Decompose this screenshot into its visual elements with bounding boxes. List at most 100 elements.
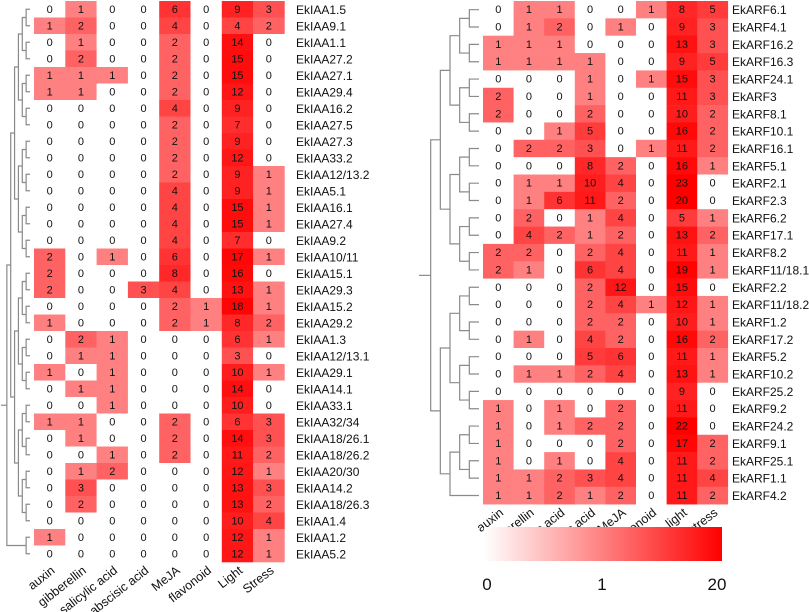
cell-value-label: 0	[266, 37, 272, 49]
cell-value-label: 16	[676, 126, 688, 138]
heatmap-cell	[513, 1, 545, 19]
heatmap-cell	[697, 243, 729, 262]
heatmap-cell	[34, 215, 66, 233]
cell-value-label: 1	[109, 334, 115, 346]
heatmap-cell	[253, 281, 285, 299]
cell-value-label: 1	[495, 403, 501, 415]
cell-value-label: 0	[495, 282, 501, 294]
heatmap-cell	[221, 232, 254, 249]
left-row-labels: EkIAA1.5 EkIAA9.1 EkIAA1.1 EkIAA27.2 EkIAA27…	[296, 3, 370, 562]
heatmap-cell	[65, 298, 97, 315]
heatmap-cell	[127, 380, 160, 398]
heatmap-cell	[513, 174, 545, 193]
heatmap-cell	[221, 479, 254, 497]
cell-value-label: 0	[140, 218, 146, 230]
heatmap-cell	[605, 243, 637, 262]
heatmap-cell	[513, 53, 545, 71]
heatmap-cell	[605, 1, 637, 19]
heatmap-cell	[96, 413, 129, 431]
cell-value-label: 0	[495, 386, 501, 398]
row-label: EkARF5.2	[732, 350, 787, 364]
heatmap-cell	[483, 486, 514, 505]
heatmap-cell	[34, 380, 66, 398]
cell-value-label: 9	[234, 103, 240, 115]
heatmap-cell	[544, 261, 576, 279]
cell-value-label: 0	[648, 421, 654, 433]
cell-value-label: 0	[203, 433, 209, 445]
cell-value-label: 2	[556, 22, 562, 34]
cell-value-label: 0	[140, 70, 146, 82]
row-label: EkIAA1.2	[296, 531, 346, 545]
cell-value-label: 0	[47, 136, 53, 148]
heatmap-cell	[190, 446, 223, 464]
heatmap-cell	[666, 382, 698, 401]
heatmap-cell	[483, 348, 514, 366]
heatmap-cell	[96, 446, 129, 464]
heatmap-cell	[574, 417, 606, 436]
heatmap-cell	[253, 496, 285, 513]
heatmap-cell	[65, 133, 97, 150]
cell-value-label: 0	[109, 202, 115, 214]
cell-value-label: 9	[679, 386, 685, 398]
heatmap-cell	[96, 397, 129, 414]
cell-value-label: 0	[648, 369, 654, 381]
heatmap-cell	[636, 53, 667, 71]
heatmap-cell	[65, 545, 97, 563]
cell-value-label: 0	[495, 195, 501, 207]
cell-value-label: 0	[709, 178, 715, 190]
heatmap-cell	[483, 330, 514, 349]
cell-value-label: 4	[172, 103, 178, 115]
cell-value-label: 11	[676, 143, 687, 155]
heatmap-cell	[605, 295, 637, 314]
cell-value-label: 1	[109, 350, 115, 362]
heatmap-cell	[159, 545, 191, 563]
cell-value-label: 2	[709, 230, 715, 242]
cell-value-label: 0	[172, 515, 178, 527]
cell-value-label: 0	[140, 185, 146, 197]
cell-value-label: 0	[266, 53, 272, 65]
cell-value-label: 0	[526, 74, 532, 86]
cell-value-label: 15	[676, 74, 688, 86]
heatmap-cell	[605, 348, 637, 366]
cell-value-label: 0	[495, 160, 501, 172]
cell-value-label: 3	[266, 4, 272, 16]
heatmap-cell	[544, 226, 576, 245]
heatmap-cell	[253, 215, 285, 233]
cell-value-label: 2	[709, 126, 715, 138]
heatmap-cell	[96, 67, 129, 84]
cell-value-label: 6	[172, 4, 178, 16]
cell-value-label: 0	[587, 455, 593, 467]
row-label: EkIAA5.1	[296, 184, 346, 198]
cell-value-label: 2	[172, 37, 178, 49]
cell-value-label: 1	[78, 70, 84, 82]
heatmap-cell	[34, 496, 66, 513]
cell-value-label: 1	[648, 4, 654, 16]
heatmap-cell	[513, 348, 545, 366]
cell-value-label: 23	[676, 178, 688, 190]
cell-value-label: 2	[495, 108, 501, 120]
heatmap-cell	[636, 191, 667, 210]
heatmap-cell	[96, 166, 129, 183]
cell-value-label: 14	[231, 37, 243, 49]
heatmap-cell	[190, 166, 223, 183]
heatmap-cell	[605, 278, 637, 297]
heatmap-cell	[513, 330, 545, 349]
cell-value-label: 3	[587, 143, 593, 155]
heatmap-cell	[605, 330, 637, 349]
cell-value-label: 2	[78, 20, 84, 32]
cell-value-label: 1	[648, 74, 654, 86]
cell-value-label: 0	[203, 268, 209, 280]
cell-value-label: 0	[495, 351, 501, 363]
cell-value-label: 6	[234, 416, 240, 428]
cell-value-label: 0	[109, 416, 115, 428]
cell-value-label: 0	[556, 91, 562, 103]
heatmap-cell	[65, 281, 97, 299]
cell-value-label: 4	[618, 212, 624, 224]
row-label: EkIAA16.2	[296, 102, 353, 116]
legend-tick-mid: 1	[597, 575, 606, 594]
cell-value-label: 0	[109, 37, 115, 49]
cell-value-label: 8	[587, 160, 593, 172]
heatmap-cell	[544, 452, 576, 470]
cell-value-label: 0	[266, 350, 272, 362]
